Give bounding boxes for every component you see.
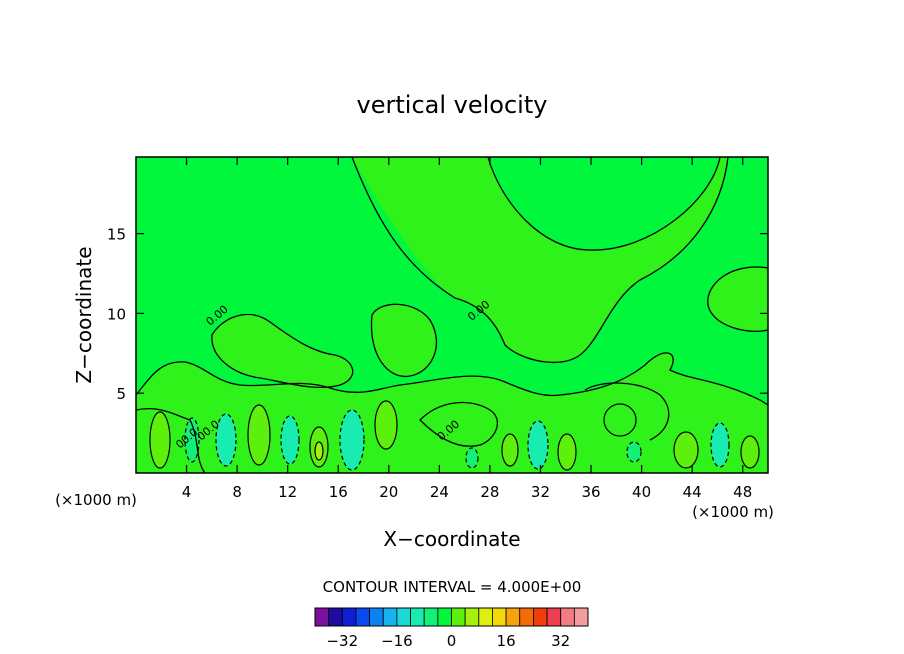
positive-region-mid xyxy=(371,304,437,377)
cell-positive xyxy=(557,433,577,471)
cell-positive xyxy=(501,433,519,467)
colorbar-tick-labels: −32 −16 0 16 32 xyxy=(326,632,570,650)
positive-region-left-plume xyxy=(211,314,353,388)
colorbar-swatch xyxy=(519,607,534,627)
cell-negative xyxy=(465,447,479,469)
plot-frame xyxy=(135,156,769,474)
x-tick-label: 20 xyxy=(379,483,398,501)
cell-positive xyxy=(603,403,637,437)
contour-line xyxy=(584,382,670,441)
colorbar xyxy=(314,607,589,627)
colorbar-swatch xyxy=(533,607,548,627)
x-tick-label: 16 xyxy=(329,483,348,501)
cell-positive xyxy=(740,435,760,469)
colorbar-tick-label: −16 xyxy=(381,632,413,650)
colorbar-tick-label: 16 xyxy=(497,632,516,650)
colorbar-swatch xyxy=(396,607,411,627)
colorbar-swatch xyxy=(560,607,575,627)
colorbar-swatch xyxy=(478,607,493,627)
x-tick-label: 8 xyxy=(232,483,242,501)
cell-negative xyxy=(280,415,300,465)
contour-line xyxy=(707,266,769,332)
contour-line xyxy=(135,352,769,406)
x-tick-label: 48 xyxy=(733,483,752,501)
zero-contours xyxy=(135,156,769,474)
contour-line xyxy=(135,408,206,474)
y-axis-label: Z−coordinate xyxy=(72,246,96,383)
contour-line xyxy=(211,313,354,388)
cell-positive xyxy=(673,431,699,469)
x-axis-label: X−coordinate xyxy=(383,527,520,551)
colorbar-tick-label: 0 xyxy=(447,632,457,650)
y-tick-label: 5 xyxy=(116,385,126,403)
colorbar-swatch xyxy=(382,607,398,627)
colorbar-swatch xyxy=(369,607,384,627)
cell-ellipses xyxy=(149,400,760,471)
colorbar-swatch xyxy=(492,607,507,627)
x-tick-marks: 4 8 12 16 20 24 28 32 36 40 44 48 xyxy=(182,157,752,501)
colorbar-swatch xyxy=(410,607,425,627)
x-tick-label: 4 xyxy=(182,483,192,501)
colorbar-frame xyxy=(314,607,589,627)
cell-negative xyxy=(527,420,549,470)
colorbar-tick-label: −32 xyxy=(326,632,358,650)
colorbar-swatch xyxy=(464,607,480,627)
colorbar-swatch xyxy=(451,607,466,627)
colorbar-swatch xyxy=(341,607,357,627)
cell-negative xyxy=(626,441,642,463)
x-tick-label: 12 xyxy=(278,483,297,501)
chart-title: vertical velocity xyxy=(357,91,548,119)
colorbar-swatch xyxy=(505,607,521,627)
cell-negative xyxy=(710,422,730,468)
colorbar-swatch xyxy=(328,607,343,627)
cell-positive-core xyxy=(314,441,324,461)
contour-line xyxy=(419,401,499,447)
colorbar-swatch xyxy=(437,607,452,627)
colorbar-swatch xyxy=(573,607,589,627)
cell-positive xyxy=(247,404,271,466)
y-tick-label: 15 xyxy=(107,226,126,244)
x-tick-label: 36 xyxy=(581,483,600,501)
cell-positive xyxy=(149,411,171,469)
positive-region-right xyxy=(707,267,768,332)
y-tick-marks: 5 10 15 xyxy=(107,226,768,403)
y-tick-label: 10 xyxy=(107,305,126,323)
colorbar-tick-label: 32 xyxy=(551,632,570,650)
negative-region-upper-lobe xyxy=(488,157,720,251)
x-axis-unit-left: (×1000 m) xyxy=(55,491,137,509)
contour-interval-text: CONTOUR INTERVAL = 4.000E+00 xyxy=(323,578,582,596)
contour-line xyxy=(351,156,729,363)
x-tick-label: 28 xyxy=(480,483,499,501)
colorbar-swatch xyxy=(546,607,562,627)
colorbar-swatch xyxy=(314,607,330,627)
cell-negative xyxy=(339,409,365,471)
contour-line xyxy=(487,156,721,251)
contour-line xyxy=(370,303,438,377)
colorbar-swatch xyxy=(355,607,371,627)
cell-positive xyxy=(374,400,398,450)
x-tick-label: 40 xyxy=(632,483,651,501)
cell-negative xyxy=(215,413,237,467)
x-tick-label: 32 xyxy=(531,483,550,501)
x-tick-label: 24 xyxy=(430,483,449,501)
cell-negative xyxy=(184,417,200,463)
x-axis-unit-right: (×1000 m) xyxy=(692,503,774,521)
colorbar-swatch xyxy=(423,607,439,627)
x-tick-label: 44 xyxy=(683,483,702,501)
